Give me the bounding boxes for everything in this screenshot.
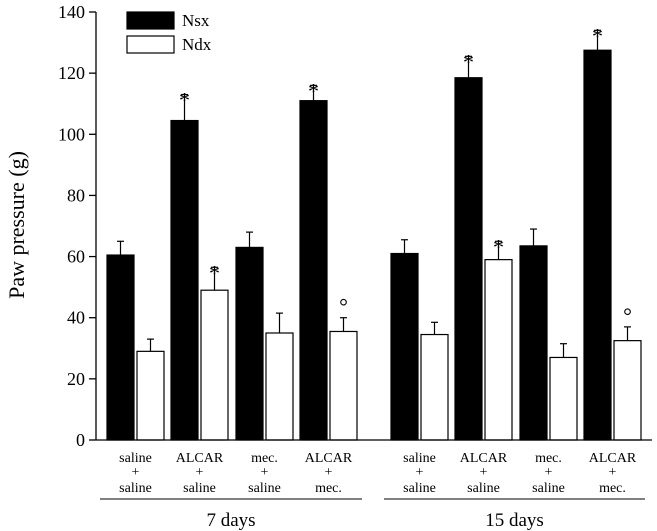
significance-marks-layer: * * * * * ° * ° [179,23,632,328]
category-label-bottom-1: saline [119,481,152,496]
bar-nsx-4 [299,100,328,441]
category-label-bottom-3: saline [248,481,281,496]
category-label-top-1: saline [119,451,152,466]
category-label-plus-6: + [480,465,488,480]
category-label-plus-2: + [196,465,204,480]
bar-ndx-1 [136,350,165,441]
significance-mark-nsx-4: * [308,78,319,103]
category-label-top-4: ALCAR [305,451,353,466]
y-axis: 0 20 40 60 80 100 120 140 [58,2,652,450]
category-label-top-6: ALCAR [460,451,508,466]
significance-mark-ndx-8: ° [623,303,632,328]
bar-nsx-7 [519,245,548,441]
bar-nsx-2 [170,119,199,441]
category-label-top-7: mec. [535,451,562,466]
category-label-bottom-2: saline [183,481,216,496]
bar-nsx-6 [454,77,483,441]
bar-nsx-8 [583,49,612,441]
y-tick-label-100: 100 [58,124,85,144]
category-label-bottom-4: mec. [315,481,342,496]
significance-mark-ndx-4: ° [339,294,348,319]
legend: Nsx Ndx [126,11,212,54]
error-bars-layer [117,29,631,358]
significance-mark-ndx-6: * [493,234,504,259]
category-label-bottom-6: saline [467,481,500,496]
significance-mark-nsx-8: * [592,23,603,48]
significance-mark-ndx-2: * [209,260,220,285]
legend-swatch-ndx [126,35,175,54]
category-label-plus-8: + [609,465,617,480]
bar-ndx-8 [613,340,642,441]
category-label-plus-5: + [416,465,424,480]
category-label-plus-3: + [261,465,269,480]
group-label-1: 7 days [206,510,255,531]
category-label-plus-1: + [132,465,140,480]
category-label-bottom-8: mec. [599,481,626,496]
bar-nsx-5 [390,252,419,441]
category-label-top-3: mec. [251,451,278,466]
bar-ndx-2 [200,289,229,441]
y-tick-label-80: 80 [67,185,85,205]
y-axis-label: Paw pressure (g) [4,151,29,299]
legend-label-ndx: Ndx [182,35,212,54]
bar-nsx-3 [235,246,264,441]
y-tick-label-120: 120 [58,63,85,83]
significance-mark-nsx-2: * [179,88,190,113]
bar-ndx-4 [329,330,358,441]
category-label-top-2: ALCAR [176,451,224,466]
category-label-top-8: ALCAR [589,451,637,466]
bar-ndx-5 [420,333,449,441]
bar-ndx-7 [549,356,578,441]
x-group-labels: 7 days 15 days [100,498,645,531]
legend-swatch-nsx [126,11,175,30]
legend-label-nsx: Nsx [182,11,210,30]
y-tick-label-40: 40 [67,308,85,328]
significance-mark-nsx-6: * [463,49,474,74]
y-tick-label-140: 140 [58,2,85,22]
bar-ndx-6 [484,259,513,441]
y-tick-label-20: 20 [67,369,85,389]
category-label-bottom-5: saline [403,481,436,496]
x-category-labels: saline+salineALCAR+salinemec.+salineALCA… [119,451,637,496]
category-label-top-5: saline [403,451,436,466]
y-tick-label-0: 0 [76,430,85,450]
y-tick-label-60: 60 [67,247,85,267]
category-label-plus-7: + [545,465,553,480]
category-label-plus-4: + [325,465,333,480]
bar-nsx-1 [106,254,135,441]
category-label-bottom-7: saline [532,481,565,496]
bar-ndx-3 [265,332,294,441]
group-label-2: 15 days [485,510,544,531]
